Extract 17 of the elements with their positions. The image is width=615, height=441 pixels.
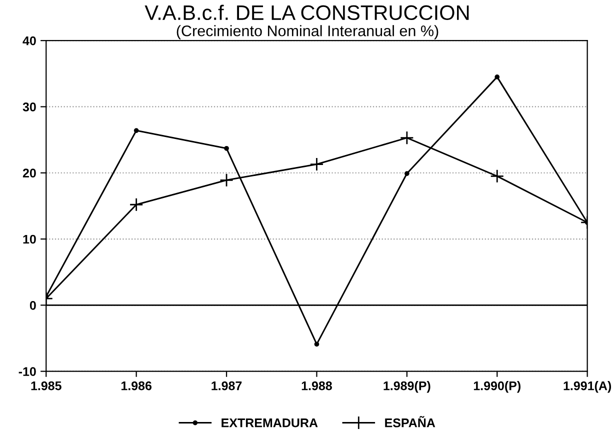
x-tick-label: 1.989(P) xyxy=(384,381,430,393)
x-tick-label: 1.991(A) xyxy=(564,381,612,393)
legend-label: EXTREMADURA xyxy=(222,418,318,428)
x-tick-label: 1.987 xyxy=(212,381,242,390)
y-tick-label: 0 xyxy=(30,300,36,310)
chart-subtitle: (Crecimiento Nominal Interanual en %) xyxy=(176,25,438,40)
chart-title: V.A.B.c.f. DE LA CONSTRUCCION xyxy=(144,4,469,20)
x-tick-label: 1.988 xyxy=(302,381,332,390)
y-tick-label: 40 xyxy=(22,36,36,46)
y-tick-label: 20 xyxy=(22,168,36,178)
y-tick-label: 10 xyxy=(23,234,36,244)
x-tick-label: 1.986 xyxy=(121,381,152,390)
x-tick-label: 1.990(P) xyxy=(474,381,520,393)
legend-label: ESPAÑA xyxy=(385,416,436,428)
y-tick-label: 30 xyxy=(22,102,36,112)
y-tick-label: -10 xyxy=(18,367,36,376)
x-tick-label: 1.985 xyxy=(31,381,62,390)
